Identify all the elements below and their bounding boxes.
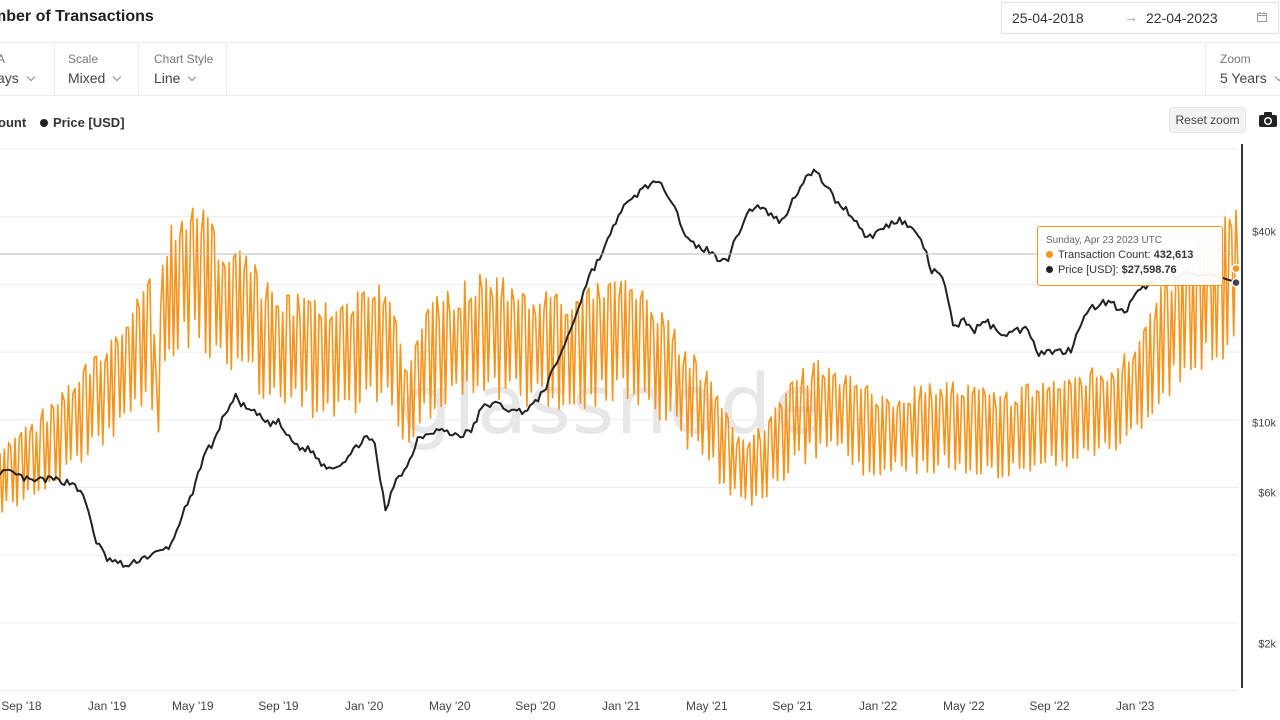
x-tick-label: Jan '19	[88, 699, 127, 713]
arrow-right-icon: →	[1124, 9, 1138, 25]
x-tick-label: Sep '21	[772, 699, 813, 713]
calendar-icon[interactable]	[1257, 12, 1267, 22]
header: mber of Transactions 25-04-2018 → 22-04-…	[0, 0, 1280, 43]
y-tick-label: $10k	[1252, 417, 1276, 429]
legend-item-price[interactable]: Price [USD]	[40, 115, 125, 130]
chevron-down-icon	[1274, 72, 1280, 82]
legend-item-transactions[interactable]: ount	[0, 115, 27, 130]
legend-dot	[40, 119, 48, 127]
x-tick-label: Jan '22	[859, 699, 898, 713]
date-range-picker[interactable]: 25-04-2018 → 22-04-2023	[1001, 2, 1279, 34]
chart-style-label: Chart Style	[154, 52, 214, 66]
chevron-down-icon	[113, 72, 122, 82]
chart-area[interactable]: Sep '18 Jan '19 May '19 Sep '19 Jan '20 May '…	[0, 140, 1280, 720]
date-to-input[interactable]: 22-04-2023	[1146, 10, 1218, 26]
chart-style-value: Line	[154, 70, 197, 86]
x-tick-label: May '22	[943, 699, 985, 713]
x-tick-label: Sep '18	[1, 699, 42, 713]
x-tick-label: May '21	[686, 699, 728, 713]
tooltip-price-label: Price [USD]:	[1058, 264, 1119, 276]
scale-value: Mixed	[68, 70, 122, 86]
camera-icon[interactable]	[1258, 110, 1278, 128]
x-tick-label: May '19	[172, 699, 214, 713]
tooltip-row-price: Price [USD]: $27,598.76	[1046, 264, 1177, 276]
zoom-value: 5 Years	[1220, 70, 1280, 86]
tooltip-tx-value: 432,613	[1153, 249, 1194, 261]
x-tick-label: Sep '22	[1029, 699, 1070, 713]
sma-dropdown[interactable]: A ays	[0, 43, 55, 95]
tooltip-row-transactions: Transaction Count: 432,613	[1046, 249, 1193, 261]
x-tick-label: Jan '23	[1116, 699, 1155, 713]
reset-zoom-button[interactable]: Reset zoom	[1169, 107, 1246, 133]
scale-dropdown[interactable]: Scale Mixed	[54, 43, 139, 95]
y-tick-label: $2k	[1258, 639, 1276, 651]
x-tick-label: May '20	[429, 699, 471, 713]
hover-marker-transactions	[1231, 263, 1241, 274]
x-tick-label: Sep '19	[258, 699, 299, 713]
x-tick-label: Sep '20	[515, 699, 556, 713]
zoom-dropdown[interactable]: Zoom 5 Years	[1205, 43, 1280, 95]
sma-value: ays	[0, 70, 36, 86]
scale-label: Scale	[68, 52, 99, 66]
x-tick-label: Jan '20	[345, 699, 384, 713]
x-tick-label: Jan '21	[602, 699, 641, 713]
hover-marker-price	[1231, 277, 1241, 288]
price-series	[0, 168, 1239, 568]
tooltip-price-value: $27,598.76	[1121, 264, 1177, 276]
transaction-count-series	[0, 207, 1239, 513]
chart-style-dropdown[interactable]: Chart Style Line	[138, 43, 227, 95]
chevron-down-icon	[26, 72, 36, 82]
tooltip-dot	[1046, 251, 1053, 258]
tooltip-tx-label: Transaction Count:	[1058, 249, 1151, 261]
chevron-down-icon	[188, 72, 197, 82]
y-tick-label: $40k	[1252, 227, 1276, 239]
sma-label: A	[0, 52, 6, 66]
legend-price-label: Price [USD]	[53, 115, 125, 130]
date-from-input[interactable]: 25-04-2018	[1012, 10, 1084, 26]
tooltip-dot	[1046, 266, 1053, 273]
chart-tooltip: Sunday, Apr 23 2023 UTC Transaction Coun…	[1037, 226, 1223, 286]
options-bar: A ays Scale Mixed Chart Style Line Zoom …	[0, 43, 1280, 96]
tooltip-date: Sunday, Apr 23 2023 UTC	[1046, 235, 1162, 246]
zoom-label: Zoom	[1220, 52, 1251, 66]
y-tick-label: $6k	[1258, 488, 1276, 500]
page-title: mber of Transactions	[0, 8, 154, 25]
